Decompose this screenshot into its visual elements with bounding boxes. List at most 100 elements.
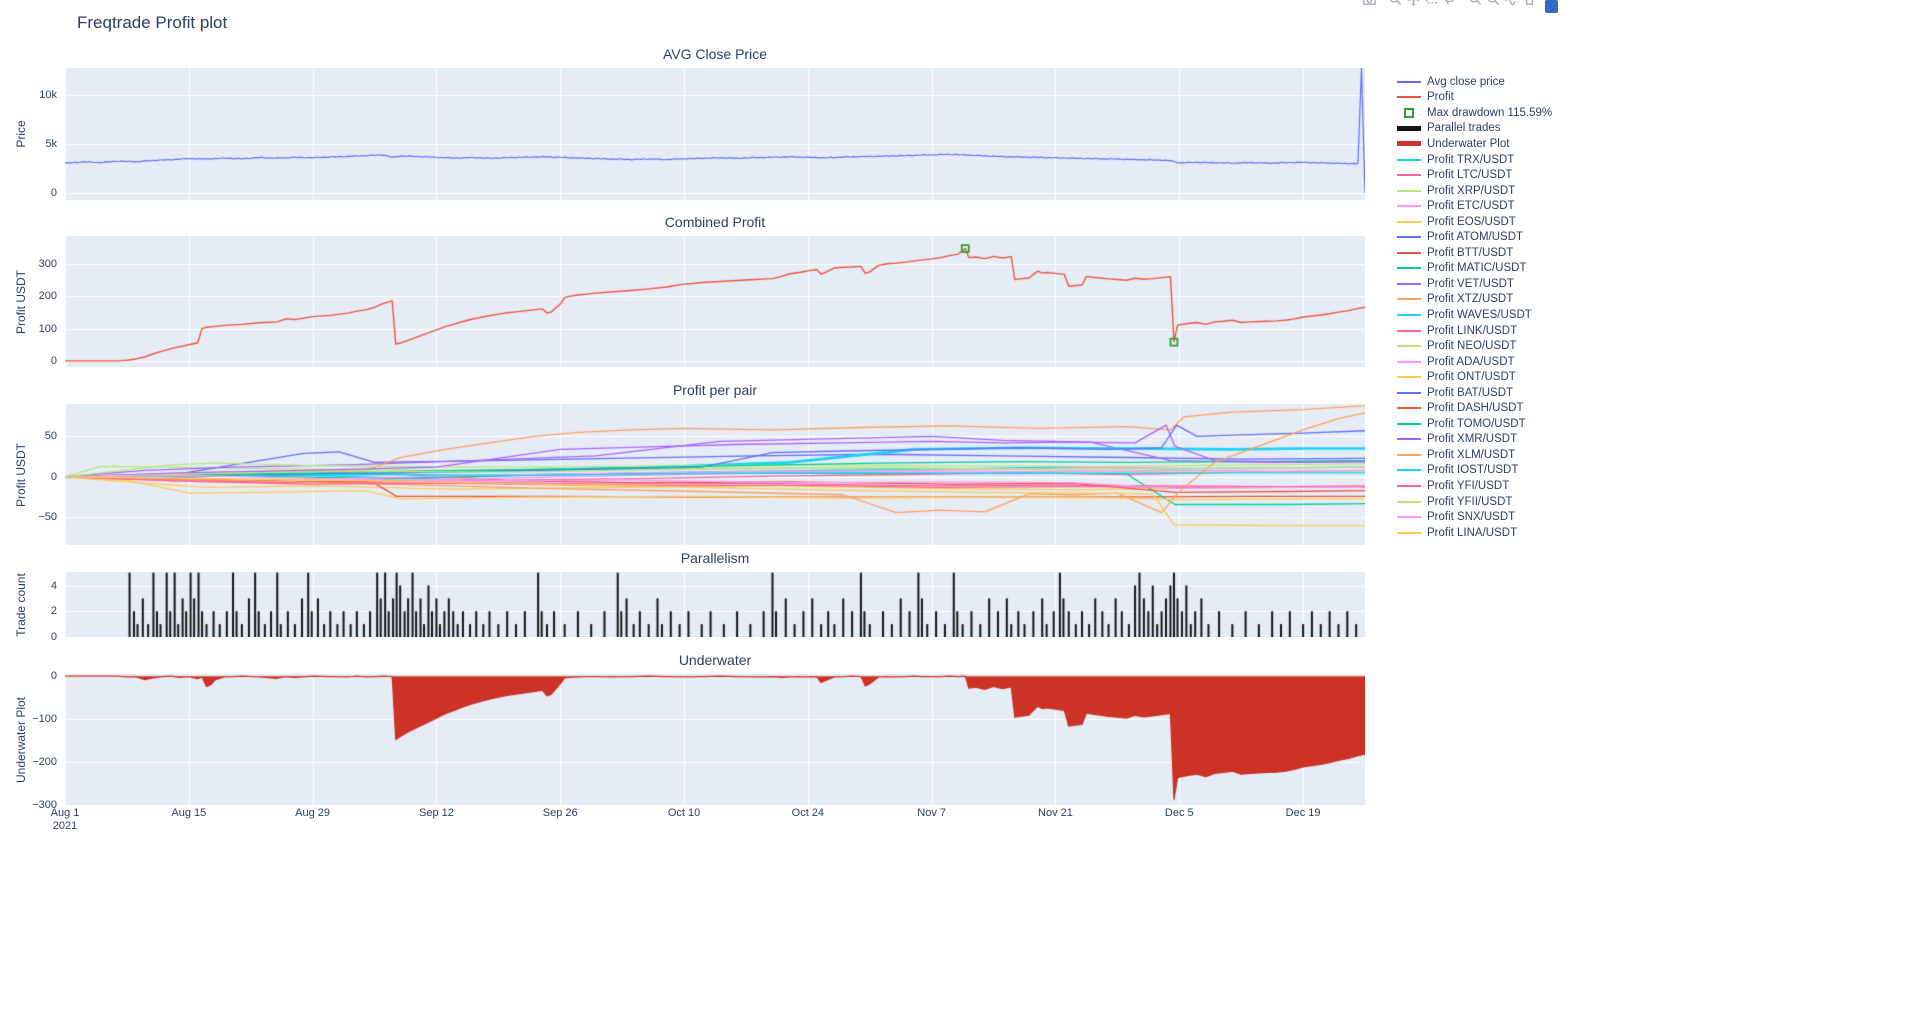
legend-label: Profit ONT/USDT (1427, 371, 1516, 384)
legend-item[interactable]: Profit ADA/USDT (1396, 354, 1552, 370)
legend-item[interactable]: Profit XLM/USDT (1396, 447, 1552, 463)
legend-item[interactable]: Profit BTT/USDT (1396, 245, 1552, 261)
x-tick-label: Nov 7 (917, 807, 947, 819)
legend-label: Profit YFI/USDT (1427, 479, 1510, 492)
legend-line-icon (1396, 298, 1422, 301)
legend-line-icon (1396, 438, 1422, 441)
legend-line-icon (1396, 469, 1422, 472)
zoom-icon[interactable] (1386, 0, 1404, 8)
box-select-icon[interactable] (1422, 0, 1440, 8)
legend-line-icon (1396, 422, 1422, 425)
x-tick-label: Sep 26 (542, 807, 578, 819)
legend-item[interactable]: Profit VET/USDT (1396, 276, 1552, 292)
legend-item[interactable]: Profit ONT/USDT (1396, 369, 1552, 385)
legend-label: Profit EOS/USDT (1427, 215, 1516, 228)
x-tick-label: Sep 12 (418, 807, 454, 819)
subplot-title-profit_per_pair: Profit per pair (672, 382, 758, 398)
x-tick-label: Oct 24 (791, 807, 825, 819)
legend-label: Profit YFII/USDT (1427, 495, 1513, 508)
y-tick-label: 0 (50, 470, 57, 483)
legend-item[interactable]: Underwater Plot (1396, 136, 1552, 152)
x-tick-label: Dec 19 (1285, 807, 1321, 819)
legend-line-icon (1396, 313, 1422, 316)
y-tick-label: 50 (44, 430, 57, 443)
legend-line-icon (1396, 453, 1422, 456)
subplot-title-underwater: Underwater (678, 652, 752, 668)
zoom-in-icon[interactable] (1466, 0, 1484, 8)
legend-line-icon (1396, 80, 1422, 83)
legend-label: Profit IOST/USDT (1427, 464, 1519, 477)
y-tick-label: 300 (38, 258, 57, 271)
legend-item[interactable]: Profit (1396, 90, 1552, 106)
x-tick-label: Nov 21 (1038, 807, 1073, 819)
legend-item[interactable]: Profit ATOM/USDT (1396, 229, 1552, 245)
camera-icon[interactable] (1360, 0, 1378, 8)
x-tick-label: Oct 10 (667, 807, 701, 819)
legend-item[interactable]: Profit MATIC/USDT (1396, 261, 1552, 277)
legend-line-icon (1396, 516, 1422, 519)
legend-item[interactable]: Profit BAT/USDT (1396, 385, 1552, 401)
y-tick-label: 0 (50, 354, 57, 367)
y-tick-label: 2 (50, 605, 57, 618)
legend-item[interactable]: Profit ETC/USDT (1396, 198, 1552, 214)
legend-item[interactable]: Profit WAVES/USDT (1396, 307, 1552, 323)
legend-item[interactable]: Profit LINK/USDT (1396, 323, 1552, 339)
legend-label: Underwater Plot (1427, 137, 1510, 150)
plot-area-combined_profit[interactable] (65, 236, 1365, 367)
legend-item[interactable]: Parallel trades (1396, 121, 1552, 137)
figure-title: Freqtrade Profit plot (77, 13, 228, 32)
legend-label: Profit LINA/USDT (1427, 526, 1518, 539)
legend-item[interactable]: Profit LTC/USDT (1396, 167, 1552, 183)
legend-line-icon (1396, 267, 1422, 270)
legend-label: Profit NEO/USDT (1427, 340, 1517, 353)
legend-item[interactable]: Profit TOMO/USDT (1396, 416, 1552, 432)
legend-item[interactable]: Profit NEO/USDT (1396, 338, 1552, 354)
legend-label: Profit ADA/USDT (1427, 355, 1515, 368)
zoom-out-icon[interactable] (1484, 0, 1502, 8)
y-tick-label: −100 (32, 712, 57, 725)
legend-line-icon (1396, 329, 1422, 332)
legend-line-icon (1396, 158, 1422, 161)
legend-item[interactable]: Profit XTZ/USDT (1396, 292, 1552, 308)
legend-item[interactable]: Profit YFII/USDT (1396, 494, 1552, 510)
legend-label: Profit WAVES/USDT (1427, 308, 1532, 321)
legend-item[interactable]: Profit TRX/USDT (1396, 152, 1552, 168)
legend-item[interactable]: Profit SNX/USDT (1396, 509, 1552, 525)
legend-label: Profit VET/USDT (1427, 277, 1514, 290)
legend-item[interactable]: Profit XRP/USDT (1396, 183, 1552, 199)
legend-line-icon (1396, 391, 1422, 394)
legend-label: Profit XTZ/USDT (1427, 293, 1514, 306)
autoscale-icon[interactable] (1502, 0, 1520, 8)
legend-item[interactable]: Profit YFI/USDT (1396, 478, 1552, 494)
legend-item[interactable]: Profit XMR/USDT (1396, 432, 1552, 448)
legend-item[interactable]: Profit LINA/USDT (1396, 525, 1552, 541)
legend-line-icon (1396, 174, 1422, 177)
y-tick-label: 200 (38, 290, 57, 303)
modebar (1352, 0, 1538, 8)
legend-label: Profit TRX/USDT (1427, 153, 1515, 166)
plot-area-parallelism[interactable] (65, 572, 1365, 637)
subplot-title-avg_close_price: AVG Close Price (663, 46, 767, 62)
legend-item[interactable]: Profit DASH/USDT (1396, 400, 1552, 416)
plotly-logo-icon[interactable] (1545, 0, 1558, 13)
plot-area-profit_per_pair[interactable] (65, 404, 1365, 545)
modebar-group (1386, 0, 1458, 8)
legend-label: Profit LTC/USDT (1427, 169, 1513, 182)
lasso-icon[interactable] (1440, 0, 1458, 8)
legend-item[interactable]: Avg close price (1396, 74, 1552, 90)
y-tick-label: 0 (50, 187, 57, 200)
legend-item[interactable]: Profit IOST/USDT (1396, 463, 1552, 479)
legend-item[interactable]: Max drawdown 115.59% (1396, 105, 1552, 121)
legend-line-icon (1396, 500, 1422, 503)
legend-item[interactable]: Profit EOS/USDT (1396, 214, 1552, 230)
reset-axes-icon[interactable] (1520, 0, 1538, 8)
legend-label: Profit LINK/USDT (1427, 324, 1518, 337)
legend-line-icon (1396, 282, 1422, 285)
legend-line-icon (1396, 189, 1422, 192)
pan-icon[interactable] (1404, 0, 1422, 8)
plot-area-avg_close_price[interactable] (65, 68, 1365, 200)
legend-line-icon (1396, 205, 1422, 208)
y-axis-label-underwater: Underwater Plot (14, 696, 28, 783)
legend-line-icon (1396, 236, 1422, 239)
plot-area-underwater[interactable] (65, 674, 1365, 805)
